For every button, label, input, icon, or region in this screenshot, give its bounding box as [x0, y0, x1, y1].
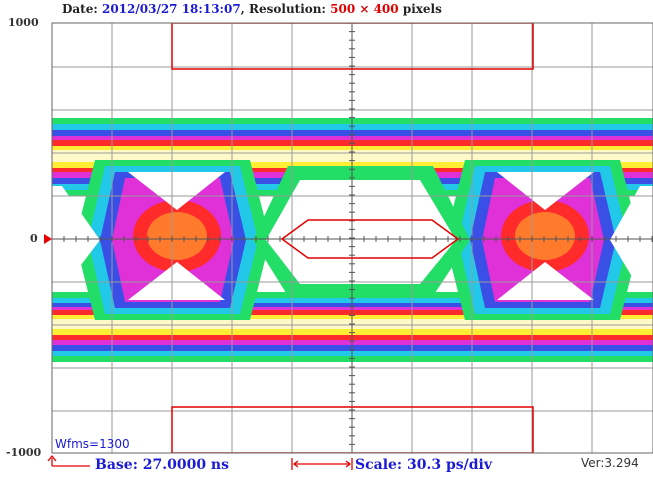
- timebase-label: Base: 27.0000 ns: [95, 457, 229, 473]
- y-min-label: -1000: [6, 446, 42, 459]
- header-info: Date: 2012/03/27 18:13:07, Resolution: 5…: [62, 2, 442, 20]
- plot-border: [51, 22, 653, 454]
- axis-ticks: [52, 23, 653, 445]
- crossing-right: [445, 160, 640, 320]
- mask-center: [280, 219, 460, 259]
- y-max-label: 1000: [8, 16, 39, 29]
- zero-marker: [44, 234, 52, 244]
- scale-label: Scale: 30.3 ps/div: [355, 457, 492, 473]
- eye-opening-far-right: [610, 186, 653, 290]
- y-zero-label: 0: [30, 232, 38, 245]
- eye-opening-lower-left: [128, 262, 225, 300]
- base-marker: [47, 454, 90, 467]
- eye-opening-lower-right: [497, 262, 594, 300]
- mask-bottom: [171, 406, 534, 453]
- date-value: 2012/03/27 18:13:07: [101, 2, 241, 16]
- eye-opening-upper-right: [497, 172, 594, 210]
- date-label: Date:: [62, 2, 102, 16]
- mask-top: [171, 23, 534, 70]
- resolution-value: 500 × 400: [330, 2, 399, 16]
- resolution-label: , Resolution:: [240, 2, 331, 16]
- mask-regions: [171, 23, 534, 453]
- resolution-unit: pixels: [398, 2, 442, 16]
- eye-opening-upper-left: [128, 172, 225, 210]
- version-label: Ver:3.294: [581, 456, 639, 470]
- waveform-count: Wfms=1300: [55, 437, 130, 451]
- scale-marker: [291, 458, 353, 470]
